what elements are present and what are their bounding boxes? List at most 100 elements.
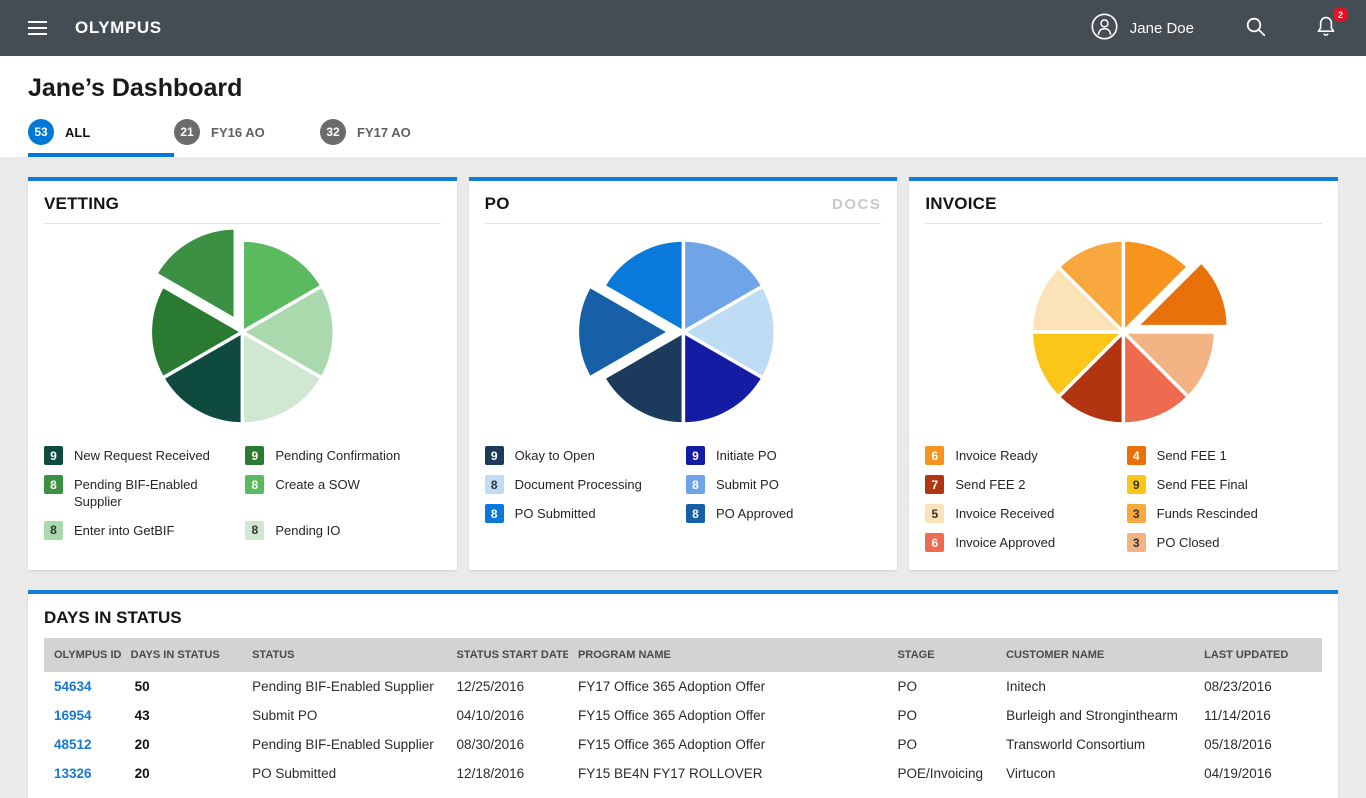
legend-item-create-a-sow[interactable]: 8 Create a SOW — [245, 475, 440, 494]
cell-updated: 11/14/2016 — [1204, 708, 1271, 723]
invoice-card-title: INVOICE — [925, 194, 997, 213]
legend-count-badge: 8 — [484, 475, 504, 494]
legend-label: Document Processing — [514, 477, 642, 492]
pie-slice-invoice-received[interactable] — [1029, 265, 1126, 334]
legend-item-po-approved[interactable]: 8 PO Approved — [685, 504, 881, 523]
legend-item-invoice-approved[interactable]: 6 Invoice Approved — [925, 533, 1120, 552]
legend-item-invoice-received[interactable]: 5 Invoice Received — [925, 504, 1120, 523]
legend-label: Pending BIF-Enabled Supplier — [74, 477, 198, 509]
invoice-card: INVOICE 6 Invoice Ready 4 Send FEE 1 7 Send F… — [909, 177, 1338, 570]
pie-slice-pending-bif-enabled-supplier[interactable] — [153, 226, 238, 322]
user-menu[interactable]: Jane Doe — [1085, 12, 1200, 44]
legend-item-send-fee-final[interactable]: 9 Send FEE Final — [1126, 475, 1322, 494]
table-row: 54634 50 Pending BIF-Enabled Supplier 12/25… — [44, 672, 1322, 701]
legend-count-badge: 6 — [925, 533, 945, 552]
column-header-stage: STAGE — [897, 649, 935, 661]
column-header-last-updated: LAST UPDATED — [1204, 649, 1289, 661]
tab-count-badge: 32 — [320, 119, 346, 145]
legend-label: Invoice Ready — [955, 448, 1038, 463]
cell-status: Submit PO — [252, 708, 318, 723]
pie-slice-invoice-approved[interactable] — [1121, 330, 1191, 426]
notification-count-badge: 2 — [1333, 7, 1348, 22]
legend-count-badge: 9 — [1126, 475, 1146, 494]
cell-stage: PO — [897, 737, 917, 752]
legend-item-send-fee-2[interactable]: 7 Send FEE 2 — [925, 475, 1120, 494]
legend-label: Enter into GetBIF — [74, 522, 175, 538]
pie-slice-po-submitted[interactable] — [601, 238, 685, 334]
notifications-bell-icon[interactable]: 2 — [1312, 7, 1348, 43]
cell-updated: 04/19/2016 — [1204, 766, 1272, 781]
vetting-card-title: VETTING — [44, 194, 120, 213]
olympus-id-link[interactable]: 48512 — [54, 737, 92, 752]
column-header-program-name: PROGRAM NAME — [577, 649, 671, 661]
pie-slice-send-fee-final[interactable] — [1029, 330, 1126, 399]
legend-item-pending-io[interactable]: 8 Pending IO — [245, 520, 440, 540]
legend-item-enter-into-getbif[interactable]: 8 Enter into GetBIF — [44, 520, 239, 540]
pie-slice-send-fee-1[interactable] — [1134, 259, 1231, 329]
legend-item-invoice-ready[interactable]: 6 Invoice Ready — [925, 446, 1120, 465]
legend-label: Okay to Open — [514, 448, 595, 463]
legend-label: Send FEE 1 — [1156, 448, 1227, 463]
pie-slice-po-closed[interactable] — [1121, 330, 1218, 399]
po-pie-chart — [469, 228, 898, 436]
avatar-icon — [1091, 13, 1118, 43]
pie-slice-funds-rescinded[interactable] — [1056, 238, 1126, 334]
docs-toggle[interactable]: DOCS — [831, 196, 882, 213]
tab-fy16-ao[interactable]: 21 FY16 AO — [174, 119, 320, 157]
legend-count-badge: 8 — [44, 475, 63, 494]
days-in-status-title: DAYS IN STATUS — [44, 608, 182, 627]
legend-item-po-submitted[interactable]: 8 PO Submitted — [484, 504, 680, 523]
cell-days: 50 — [134, 679, 150, 694]
tab-all[interactable]: 53 ALL — [28, 119, 174, 157]
legend-item-new-request-received[interactable]: 9 New Request Received — [44, 446, 239, 465]
legend-item-okay-to-open[interactable]: 9 Okay to Open — [484, 446, 680, 465]
olympus-id-link[interactable]: 16954 — [54, 708, 92, 723]
hamburger-menu-icon[interactable] — [20, 11, 55, 45]
app-header: OLYMPUS Jane Doe 2 — [0, 0, 1366, 56]
cell-customer: Transworld Consortium — [1006, 737, 1146, 752]
column-header-olympus-id: OLYMPUS ID — [54, 649, 121, 661]
table-row: 13326 20 PO Submitted 12/18/2016 FY15 BE4N F… — [44, 759, 1322, 788]
legend-item-pending-bif-enabled-supplier[interactable]: 8 Pending BIF-Enabled Supplier — [44, 475, 239, 511]
pie-slice-send-fee-2[interactable] — [1056, 330, 1126, 426]
cell-days: 20 — [134, 766, 150, 781]
legend-item-document-processing[interactable]: 8 Document Processing — [484, 475, 680, 494]
legend-item-po-closed[interactable]: 3 PO Closed — [1126, 533, 1322, 552]
legend-count-badge: 9 — [685, 446, 705, 465]
cell-olympus-id: 16954 — [44, 701, 121, 730]
olympus-id-link[interactable]: 54634 — [54, 679, 92, 694]
pie-slice-create-a-sow[interactable] — [240, 238, 324, 334]
pie-slice-initiate-po[interactable] — [681, 330, 765, 426]
pie-slice-invoice-ready[interactable] — [1121, 238, 1191, 334]
pie-slice-po-approved[interactable] — [575, 284, 671, 380]
olympus-id-link[interactable]: 13326 — [54, 766, 92, 781]
cell-status: Pending BIF-Enabled Supplier — [252, 679, 434, 694]
pie-slice-pending-confirmation[interactable] — [148, 284, 245, 380]
vetting-legend: 9 New Request Received 9 Pending Confirmati… — [28, 436, 457, 558]
legend-label: Invoice Received — [955, 506, 1055, 521]
search-icon[interactable] — [1242, 13, 1270, 44]
pie-slice-enter-into-getbif[interactable] — [240, 284, 337, 380]
legend-item-funds-rescinded[interactable]: 3 Funds Rescinded — [1126, 504, 1322, 523]
legend-item-send-fee-1[interactable]: 4 Send FEE 1 — [1126, 446, 1322, 465]
cell-customer: Initech — [1006, 679, 1046, 694]
cell-start: 12/25/2016 — [456, 679, 525, 694]
po-card-title: PO — [484, 194, 510, 213]
legend-item-pending-confirmation[interactable]: 9 Pending Confirmation — [245, 446, 440, 465]
pie-slice-new-request-received[interactable] — [160, 330, 245, 426]
tab-fy17-ao[interactable]: 32 FY17 AO — [320, 119, 466, 157]
legend-item-initiate-po[interactable]: 9 Initiate PO — [685, 446, 881, 465]
legend-count-badge: 9 — [245, 446, 265, 465]
cell-status: Pending BIF-Enabled Supplier — [252, 737, 434, 752]
cell-customer: Virtucon — [1006, 766, 1056, 781]
legend-count-badge: 5 — [925, 504, 945, 523]
pie-slice-submit-po[interactable] — [681, 238, 765, 334]
pie-slice-document-processing[interactable] — [681, 284, 777, 380]
tab-label: FY17 AO — [357, 124, 411, 140]
pie-slice-okay-to-open[interactable] — [601, 330, 685, 426]
vetting-pie-chart — [28, 226, 457, 436]
legend-count-badge: 9 — [44, 446, 63, 465]
legend-item-submit-po[interactable]: 8 Submit PO — [685, 475, 881, 494]
dashboard-tabs: 53 ALL 21 FY16 AO 32 FY17 AO — [28, 119, 1338, 157]
pie-slice-pending-io[interactable] — [240, 330, 324, 426]
